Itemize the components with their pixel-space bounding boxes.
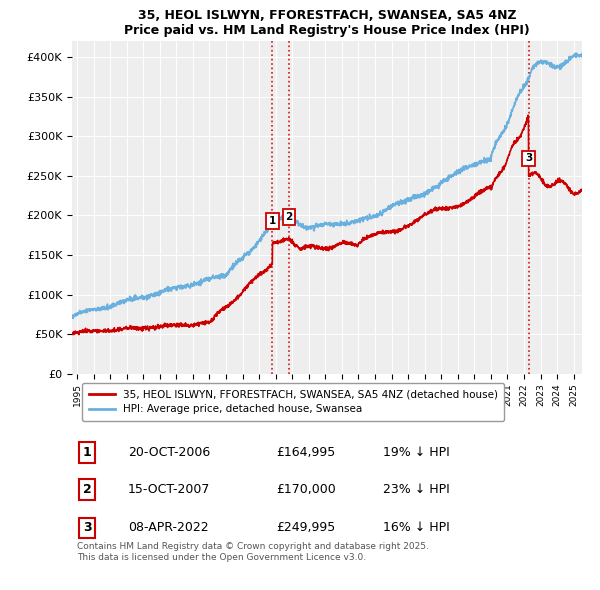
Text: 19% ↓ HPI: 19% ↓ HPI [383,446,450,459]
Text: 15-OCT-2007: 15-OCT-2007 [128,483,211,496]
Title: 35, HEOL ISLWYN, FFORESTFACH, SWANSEA, SA5 4NZ
Price paid vs. HM Land Registry's: 35, HEOL ISLWYN, FFORESTFACH, SWANSEA, S… [124,9,530,37]
Text: 2: 2 [83,483,92,496]
Text: 08-APR-2022: 08-APR-2022 [128,522,209,535]
Text: 1: 1 [83,446,92,459]
Text: £170,000: £170,000 [276,483,336,496]
Legend: 35, HEOL ISLWYN, FFORESTFACH, SWANSEA, SA5 4NZ (detached house), HPI: Average pr: 35, HEOL ISLWYN, FFORESTFACH, SWANSEA, S… [82,383,504,421]
Text: 3: 3 [83,522,92,535]
Text: 16% ↓ HPI: 16% ↓ HPI [383,522,450,535]
Text: £249,995: £249,995 [276,522,335,535]
Text: 20-OCT-2006: 20-OCT-2006 [128,446,211,459]
Text: 1: 1 [269,216,276,226]
Text: £164,995: £164,995 [276,446,335,459]
Text: 3: 3 [525,153,532,163]
Text: 23% ↓ HPI: 23% ↓ HPI [383,483,450,496]
Text: 2: 2 [285,212,292,222]
Text: Contains HM Land Registry data © Crown copyright and database right 2025.
This d: Contains HM Land Registry data © Crown c… [77,542,429,562]
